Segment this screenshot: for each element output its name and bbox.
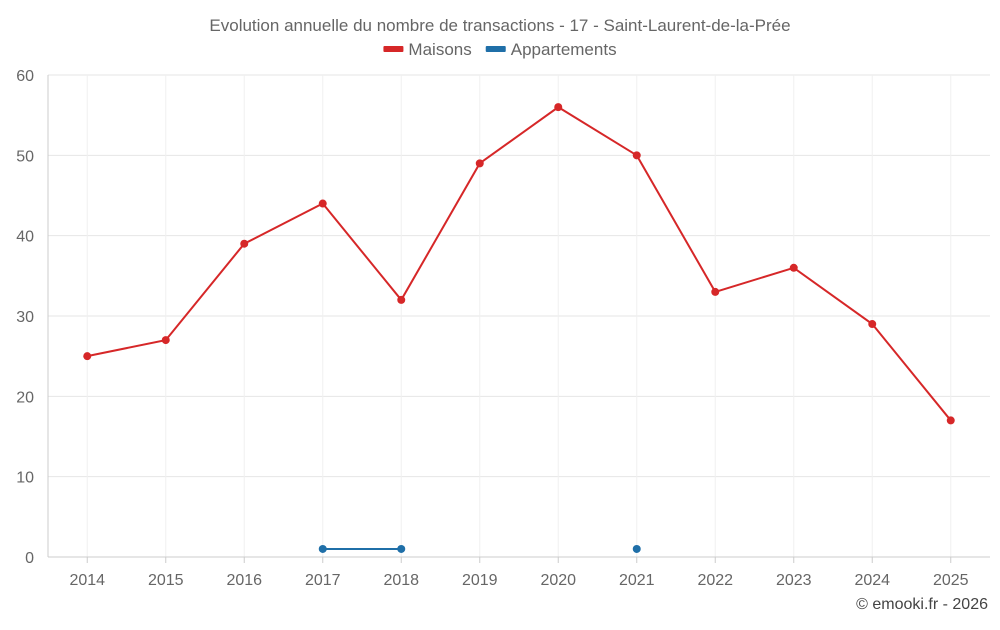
legend-swatch: [485, 46, 506, 52]
data-point[interactable]: [240, 239, 249, 248]
x-tick-label: 2014: [69, 572, 105, 589]
data-point[interactable]: [475, 159, 484, 168]
credit-text: © emooki.fr - 2026: [856, 596, 988, 613]
y-tick-label: 30: [16, 309, 34, 326]
y-tick-label: 60: [16, 68, 34, 85]
y-tick-label: 10: [16, 470, 34, 487]
legend-swatch: [383, 46, 404, 52]
x-tick-label: 2017: [305, 572, 341, 589]
x-tick-label: 2025: [933, 572, 969, 589]
legend: Maisons Appartements: [383, 40, 617, 59]
data-point[interactable]: [554, 103, 563, 112]
x-tick-label: 2022: [697, 572, 733, 589]
y-tick-label: 20: [16, 389, 34, 406]
x-tick-label: 2024: [854, 572, 890, 589]
legend-item-maisons[interactable]: Maisons: [383, 40, 472, 59]
data-point[interactable]: [397, 295, 406, 304]
x-tick-label: 2021: [619, 572, 655, 589]
data-point[interactable]: [632, 151, 641, 160]
y-tick-label: 40: [16, 229, 34, 246]
series-maisons: [83, 103, 955, 425]
legend-label: Maisons: [408, 40, 471, 59]
x-tick-label: 2016: [226, 572, 262, 589]
legend-item-appartements[interactable]: Appartements: [485, 40, 617, 59]
data-point[interactable]: [397, 544, 406, 553]
grid: [48, 74, 990, 557]
chart-title: Evolution annuelle du nombre de transact…: [209, 16, 790, 35]
x-tick-label: 2018: [383, 572, 419, 589]
x-tick-label: 2015: [148, 572, 184, 589]
data-point[interactable]: [83, 352, 92, 361]
x-tick-label: 2020: [540, 572, 576, 589]
data-point[interactable]: [161, 336, 170, 345]
y-tick-label: 50: [16, 148, 34, 165]
series-appartements: [318, 544, 641, 553]
data-point[interactable]: [711, 287, 720, 296]
data-point[interactable]: [789, 263, 798, 272]
legend-label: Appartements: [511, 40, 617, 59]
data-point[interactable]: [318, 544, 327, 553]
data-point[interactable]: [868, 320, 877, 329]
data-point[interactable]: [632, 544, 641, 553]
series-line: [87, 105, 952, 422]
y-tick-label: 0: [25, 550, 34, 567]
data-point[interactable]: [946, 416, 955, 425]
axes: 0 10 20 30 40 50 60 2014 2015 2016 2017 2018 2019 202…: [16, 68, 990, 589]
x-tick-label: 2023: [776, 572, 812, 589]
x-tick-label: 2019: [462, 572, 498, 589]
data-point[interactable]: [318, 199, 327, 208]
series-layer: [83, 103, 955, 553]
